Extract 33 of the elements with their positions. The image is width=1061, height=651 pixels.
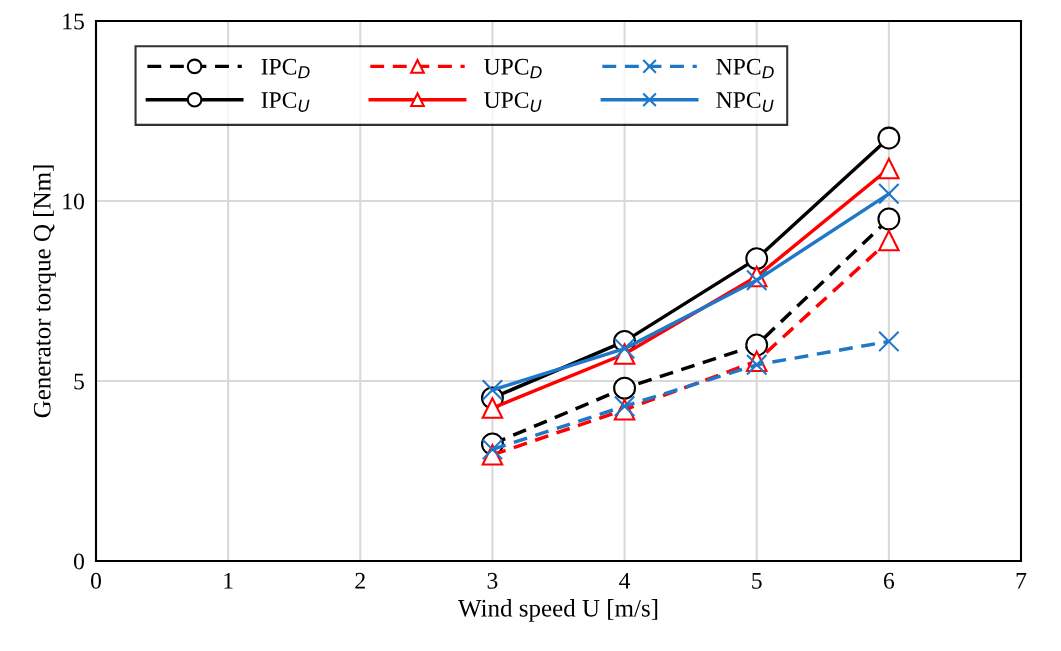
x-tick-label: 2	[355, 572, 365, 589]
point	[745, 247, 769, 271]
point	[877, 207, 901, 231]
point	[878, 183, 900, 205]
point	[877, 126, 901, 150]
x-tick-label: 7	[1016, 573, 1027, 589]
x-tick-label: 6	[883, 572, 895, 589]
x-tick-label: 4	[619, 572, 631, 589]
y-tick-label: 0	[73, 553, 84, 570]
point	[613, 376, 637, 400]
point	[481, 379, 504, 401]
legend-label: NPC$_{U}$	[716, 92, 774, 112]
x-tick-label: 0	[91, 572, 101, 589]
x-tick-label: 5	[752, 573, 762, 589]
point	[613, 337, 636, 360]
point	[481, 438, 504, 461]
point	[878, 330, 900, 353]
y-tick-label: 5	[74, 373, 84, 390]
x-tick-label: 3	[487, 572, 498, 589]
point	[745, 333, 769, 357]
point	[481, 397, 504, 419]
legend-label: UPC$_{U}$	[484, 92, 542, 112]
y-tick-label: 15	[63, 13, 84, 30]
point	[878, 229, 900, 252]
y-tick-label: 10	[63, 193, 84, 210]
point	[878, 157, 900, 180]
y-axis-title: Generator torque Q [Nm]	[33, 165, 56, 418]
legend-label: UPC$_{D}$	[484, 58, 542, 79]
legend-label: IPC$_{U}$	[261, 92, 310, 112]
x-axis-title: Wind speed U [m/s]	[458, 599, 658, 622]
x-tick-label: 1	[224, 572, 233, 589]
legend-label: IPC$_{D}$	[261, 58, 310, 79]
legend-label: NPC$_{D}$	[716, 58, 774, 79]
